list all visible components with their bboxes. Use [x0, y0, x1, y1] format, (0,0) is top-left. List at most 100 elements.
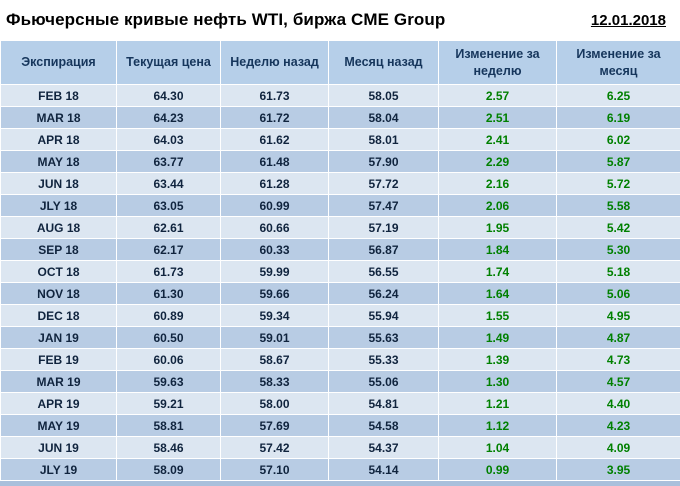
week-change-cell: 2.41: [438, 128, 557, 151]
table-row: AUG 18 62.61 60.66 57.19 1.95 5.42: [0, 216, 680, 239]
week-change-cell: 0.99: [438, 458, 557, 481]
expiration-cell: OCT 18: [0, 260, 117, 283]
current-price-cell: 60.50: [116, 326, 221, 349]
table-row: FEB 18 64.30 61.73 58.05 2.57 6.25: [0, 84, 680, 107]
header-month-ago: Месяц назад: [328, 40, 439, 85]
current-price-cell: 64.23: [116, 106, 221, 129]
table-row: SEP 18 62.17 60.33 56.87 1.84 5.30: [0, 238, 680, 261]
week-ago-cell: 58.00: [220, 392, 329, 415]
month-change-cell: 4.57: [556, 370, 680, 393]
week-change-cell: 1.84: [438, 238, 557, 261]
expiration-cell: APR 18: [0, 128, 117, 151]
month-change-cell: 5.06: [556, 282, 680, 305]
header-week-change: Изменение за неделю: [438, 40, 557, 85]
week-ago-cell: 58.67: [220, 348, 329, 371]
table-row: JAN 19 60.50 59.01 55.63 1.49 4.87: [0, 326, 680, 349]
table-row: MAR 18 64.23 61.72 58.04 2.51 6.19: [0, 106, 680, 129]
week-ago-cell: 59.34: [220, 304, 329, 327]
expiration-cell: MAR 19: [0, 370, 117, 393]
table-row: NOV 18 61.30 59.66 56.24 1.64 5.06: [0, 282, 680, 305]
week-ago-cell: 60.66: [220, 216, 329, 239]
month-ago-cell: 54.81: [328, 392, 439, 415]
header-current-price: Текущая цена: [116, 40, 221, 85]
page-title: Фьючерсные кривые нефть WTI, биржа CME G…: [6, 10, 446, 29]
report-date: 12.01.2018: [590, 11, 666, 29]
table-header: Экспирация Текущая цена Неделю назад Мес…: [0, 40, 680, 85]
month-ago-cell: 57.90: [328, 150, 439, 173]
month-change-cell: 4.87: [556, 326, 680, 349]
current-price-cell: 61.73: [116, 260, 221, 283]
current-price-cell: 63.05: [116, 194, 221, 217]
table-row: APR 18 64.03 61.62 58.01 2.41 6.02: [0, 128, 680, 151]
expiration-cell: SEP 18: [0, 238, 117, 261]
current-price-cell: 62.61: [116, 216, 221, 239]
week-ago-cell: 61.48: [220, 150, 329, 173]
header-week-ago: Неделю назад: [220, 40, 329, 85]
table-body: FEB 18 64.30 61.73 58.05 2.57 6.25 MAR 18 64.23…: [0, 84, 680, 481]
month-ago-cell: 56.87: [328, 238, 439, 261]
current-price-cell: 58.09: [116, 458, 221, 481]
month-ago-cell: 56.24: [328, 282, 439, 305]
month-ago-cell: 58.01: [328, 128, 439, 151]
expiration-cell: JUN 19: [0, 436, 117, 459]
week-change-cell: 2.16: [438, 172, 557, 195]
week-change-cell: 1.49: [438, 326, 557, 349]
current-price-cell: 59.63: [116, 370, 221, 393]
month-ago-cell: 54.58: [328, 414, 439, 437]
month-ago-cell: 54.14: [328, 458, 439, 481]
expiration-cell: APR 19: [0, 392, 117, 415]
month-change-cell: 6.25: [556, 84, 680, 107]
expiration-cell: NOV 18: [0, 282, 117, 305]
week-change-cell: 1.30: [438, 370, 557, 393]
current-price-cell: 63.44: [116, 172, 221, 195]
table-row: APR 19 59.21 58.00 54.81 1.21 4.40: [0, 392, 680, 415]
week-ago-cell: 58.33: [220, 370, 329, 393]
week-change-cell: 2.06: [438, 194, 557, 217]
current-price-cell: 64.03: [116, 128, 221, 151]
week-change-cell: 2.29: [438, 150, 557, 173]
current-price-cell: 58.46: [116, 436, 221, 459]
week-change-cell: 1.21: [438, 392, 557, 415]
table-row: FEB 19 60.06 58.67 55.33 1.39 4.73: [0, 348, 680, 371]
week-ago-cell: 57.10: [220, 458, 329, 481]
expiration-cell: DEC 18: [0, 304, 117, 327]
week-change-cell: 1.95: [438, 216, 557, 239]
month-ago-cell: 57.47: [328, 194, 439, 217]
month-change-cell: 5.58: [556, 194, 680, 217]
expiration-cell: JLY 19: [0, 458, 117, 481]
table-row: MAR 19 59.63 58.33 55.06 1.30 4.57: [0, 370, 680, 393]
month-change-cell: 5.42: [556, 216, 680, 239]
expiration-cell: JAN 19: [0, 326, 117, 349]
week-ago-cell: 60.99: [220, 194, 329, 217]
week-ago-cell: 59.99: [220, 260, 329, 283]
week-change-cell: 2.51: [438, 106, 557, 129]
expiration-cell: FEB 19: [0, 348, 117, 371]
table-row: JLY 18 63.05 60.99 57.47 2.06 5.58: [0, 194, 680, 217]
table-row: JUN 19 58.46 57.42 54.37 1.04 4.09: [0, 436, 680, 459]
month-ago-cell: 54.37: [328, 436, 439, 459]
month-ago-cell: 58.04: [328, 106, 439, 129]
expiration-cell: FEB 18: [0, 84, 117, 107]
bottom-strip: [0, 481, 680, 486]
month-change-cell: 4.40: [556, 392, 680, 415]
week-ago-cell: 59.01: [220, 326, 329, 349]
title-bar: Фьючерсные кривые нефть WTI, биржа CME G…: [0, 0, 680, 40]
month-change-cell: 5.72: [556, 172, 680, 195]
header-month-change: Изменение за месяц: [556, 40, 680, 85]
table-row: JLY 19 58.09 57.10 54.14 0.99 3.95: [0, 458, 680, 481]
month-ago-cell: 55.63: [328, 326, 439, 349]
month-change-cell: 4.09: [556, 436, 680, 459]
expiration-cell: MAR 18: [0, 106, 117, 129]
expiration-cell: JUN 18: [0, 172, 117, 195]
table-row: OCT 18 61.73 59.99 56.55 1.74 5.18: [0, 260, 680, 283]
month-change-cell: 5.30: [556, 238, 680, 261]
week-change-cell: 1.64: [438, 282, 557, 305]
month-change-cell: 3.95: [556, 458, 680, 481]
month-change-cell: 4.73: [556, 348, 680, 371]
week-change-cell: 1.39: [438, 348, 557, 371]
table-row: MAY 19 58.81 57.69 54.58 1.12 4.23: [0, 414, 680, 437]
table-row: JUN 18 63.44 61.28 57.72 2.16 5.72: [0, 172, 680, 195]
month-change-cell: 6.19: [556, 106, 680, 129]
table-row: MAY 18 63.77 61.48 57.90 2.29 5.87: [0, 150, 680, 173]
week-ago-cell: 61.73: [220, 84, 329, 107]
